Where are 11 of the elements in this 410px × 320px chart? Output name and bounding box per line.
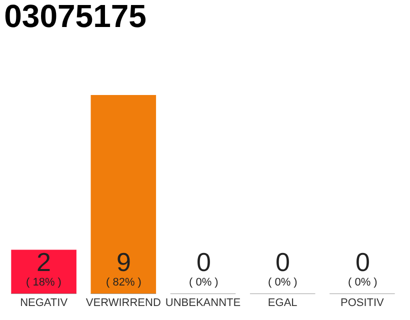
x-tick-label: NEGATIV	[20, 297, 68, 309]
data-label: 0 ( 0% )	[189, 247, 218, 288]
data-label: 0 ( 0% )	[348, 247, 378, 288]
chart-title: 03075175	[4, 0, 146, 34]
data-label: 9 ( 82% )	[106, 247, 142, 288]
x-tick-label: VERWIRREND	[86, 297, 161, 309]
data-label: 0 ( 0% )	[268, 247, 298, 288]
x-tick-label: EGAL	[268, 297, 298, 309]
data-label: 2 ( 18% )	[26, 247, 62, 288]
x-tick-label: UNBEKANNTE	[165, 297, 241, 309]
x-tick-label: POSITIV	[340, 297, 385, 309]
